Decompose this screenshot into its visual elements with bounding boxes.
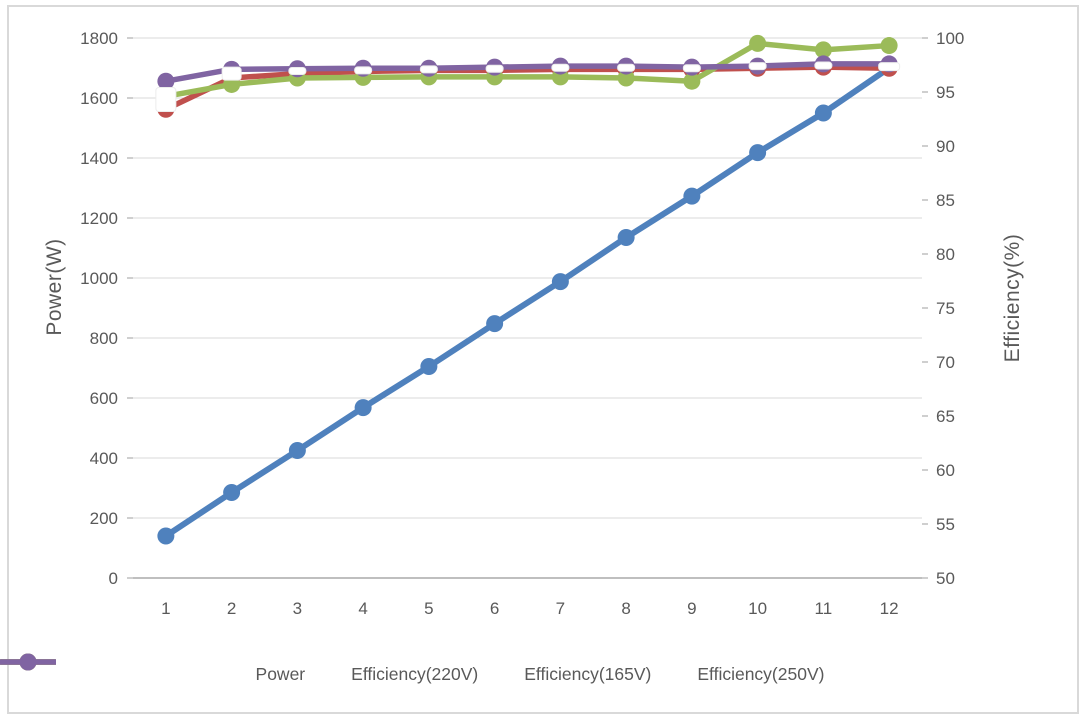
data-point-Power (814, 104, 832, 122)
left-axis-title: Power(W) (43, 238, 66, 336)
right-axis-tick-label: 60 (936, 461, 955, 480)
white-dash-marker (617, 63, 636, 72)
white-dash-marker (221, 66, 242, 81)
series-line-Efficiency(220V) (163, 64, 892, 113)
white-dash-marker (748, 62, 767, 71)
x-axis-tick-label: 5 (424, 599, 433, 618)
data-point-Efficiency(165V) (749, 34, 767, 52)
x-axis-tick-label: 1 (161, 599, 170, 618)
left-axis-tick-label: 1000 (80, 269, 118, 288)
x-axis-tick-label: 7 (556, 599, 565, 618)
white-dash-marker (419, 65, 438, 74)
white-dash-marker (288, 66, 307, 75)
right-axis-tick-label: 80 (936, 245, 955, 264)
x-axis-tick-label: 10 (748, 599, 767, 618)
data-point-Power (420, 358, 438, 375)
data-point-Efficiency(165V) (814, 41, 832, 59)
series-line-Power (162, 65, 893, 539)
left-axis-tick-label: 1400 (80, 149, 118, 168)
data-point-Efficiency(165V) (880, 37, 898, 55)
white-dash-marker (551, 63, 570, 72)
left-axis-tick-label: 800 (90, 329, 118, 348)
legend-label: Efficiency(250V) (697, 663, 825, 684)
white-dash-marker (485, 64, 504, 73)
data-point-Efficiency(165V) (683, 72, 701, 90)
legend-item-efficiency-220v[interactable]: Efficiency(220V) (0, 653, 479, 685)
x-axis-tick-label: 9 (687, 599, 696, 618)
left-axis-tick-label: 1800 (80, 29, 118, 48)
right-axis-tick-label: 100 (936, 29, 964, 48)
legend-label: Efficiency(220V) (351, 663, 479, 684)
white-dash-marker (155, 87, 177, 113)
series-line-Efficiency(250V) (163, 61, 892, 84)
data-point-Power (288, 442, 306, 459)
white-dash-marker (354, 66, 373, 75)
efficiency-250v-series-swatch (0, 653, 56, 671)
data-point-Power (157, 527, 175, 545)
right-axis-title: Efficiency(%) (1001, 233, 1024, 363)
x-axis-tick-label: 3 (293, 599, 302, 618)
chart-frame (7, 5, 1079, 714)
right-axis-tick-label: 95 (936, 83, 955, 102)
data-point-Power (683, 187, 701, 205)
series-line-Efficiency(165V) (163, 40, 892, 100)
left-axis-tick-label: 200 (90, 509, 118, 528)
x-axis-tick-label: 8 (621, 599, 630, 618)
left-axis-tick-label: 600 (90, 389, 118, 408)
x-axis-tick-label: 6 (490, 599, 499, 618)
left-axis-tick-label: 0 (109, 569, 118, 588)
legend: Power Efficiency(220V) Efficiency(165V) … (0, 652, 1080, 696)
data-point-Power (551, 273, 569, 291)
legend-item-efficiency-165v[interactable]: Efficiency(165V) (0, 653, 652, 685)
x-axis-tick-label: 2 (227, 599, 236, 618)
white-dash-marker (814, 61, 833, 70)
data-point-Power (486, 315, 504, 333)
right-axis-tick-label: 75 (936, 299, 955, 318)
legend-item-efficiency-250v[interactable]: Efficiency(250V) (0, 653, 825, 685)
legend-label: Power (255, 663, 306, 684)
data-point-Power (354, 399, 372, 417)
right-axis-tick-label: 65 (936, 407, 955, 426)
right-axis-tick-label: 55 (936, 515, 955, 534)
right-axis-tick-label: 90 (936, 137, 955, 156)
data-point-Power (617, 229, 635, 246)
left-axis-tick-label: 400 (90, 449, 118, 468)
left-axis-tick-label: 1200 (80, 209, 118, 228)
white-dash-marker (878, 62, 901, 72)
data-point-Efficiency(165V) (617, 69, 635, 87)
x-axis-tick-label: 4 (358, 599, 367, 618)
x-axis-tick-label: 11 (815, 599, 833, 618)
left-axis-tick-label: 1600 (80, 89, 118, 108)
legend-item-power[interactable]: Power (0, 653, 306, 685)
right-axis-tick-label: 70 (936, 353, 955, 372)
legend-label: Efficiency(165V) (524, 663, 652, 684)
data-point-Power (749, 144, 767, 162)
right-axis-tick-label: 50 (936, 569, 955, 588)
x-axis-tick-label: 12 (880, 599, 899, 618)
right-axis-tick-label: 85 (936, 191, 955, 210)
data-point-Power (223, 484, 241, 501)
data-point-Efficiency(250V) (157, 72, 175, 90)
white-dash-marker (682, 64, 701, 73)
